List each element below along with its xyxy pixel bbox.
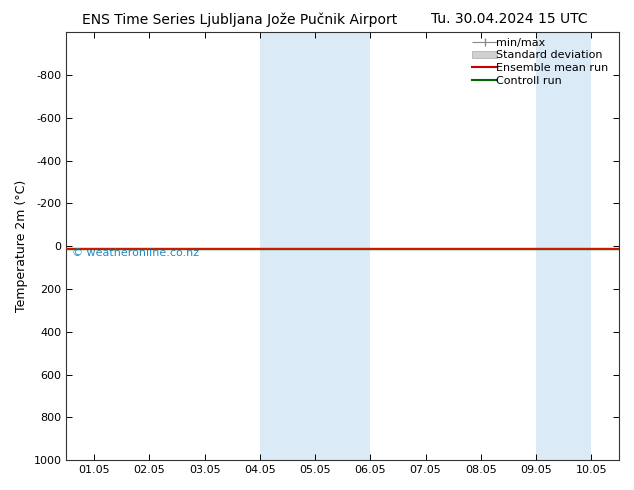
Bar: [260, 32, 370, 460]
Text: © weatheronline.co.nz: © weatheronline.co.nz: [72, 248, 199, 258]
Y-axis label: Temperature 2m (°C): Temperature 2m (°C): [15, 180, 28, 312]
Text: ENS Time Series Ljubljana Jože Pučnik Airport: ENS Time Series Ljubljana Jože Pučnik Ai…: [82, 12, 398, 27]
Text: Tu. 30.04.2024 15 UTC: Tu. 30.04.2024 15 UTC: [431, 12, 588, 26]
Bar: [536, 32, 592, 460]
Legend: min/max, Standard deviation, Ensemble mean run, Controll run: min/max, Standard deviation, Ensemble me…: [469, 34, 617, 89]
